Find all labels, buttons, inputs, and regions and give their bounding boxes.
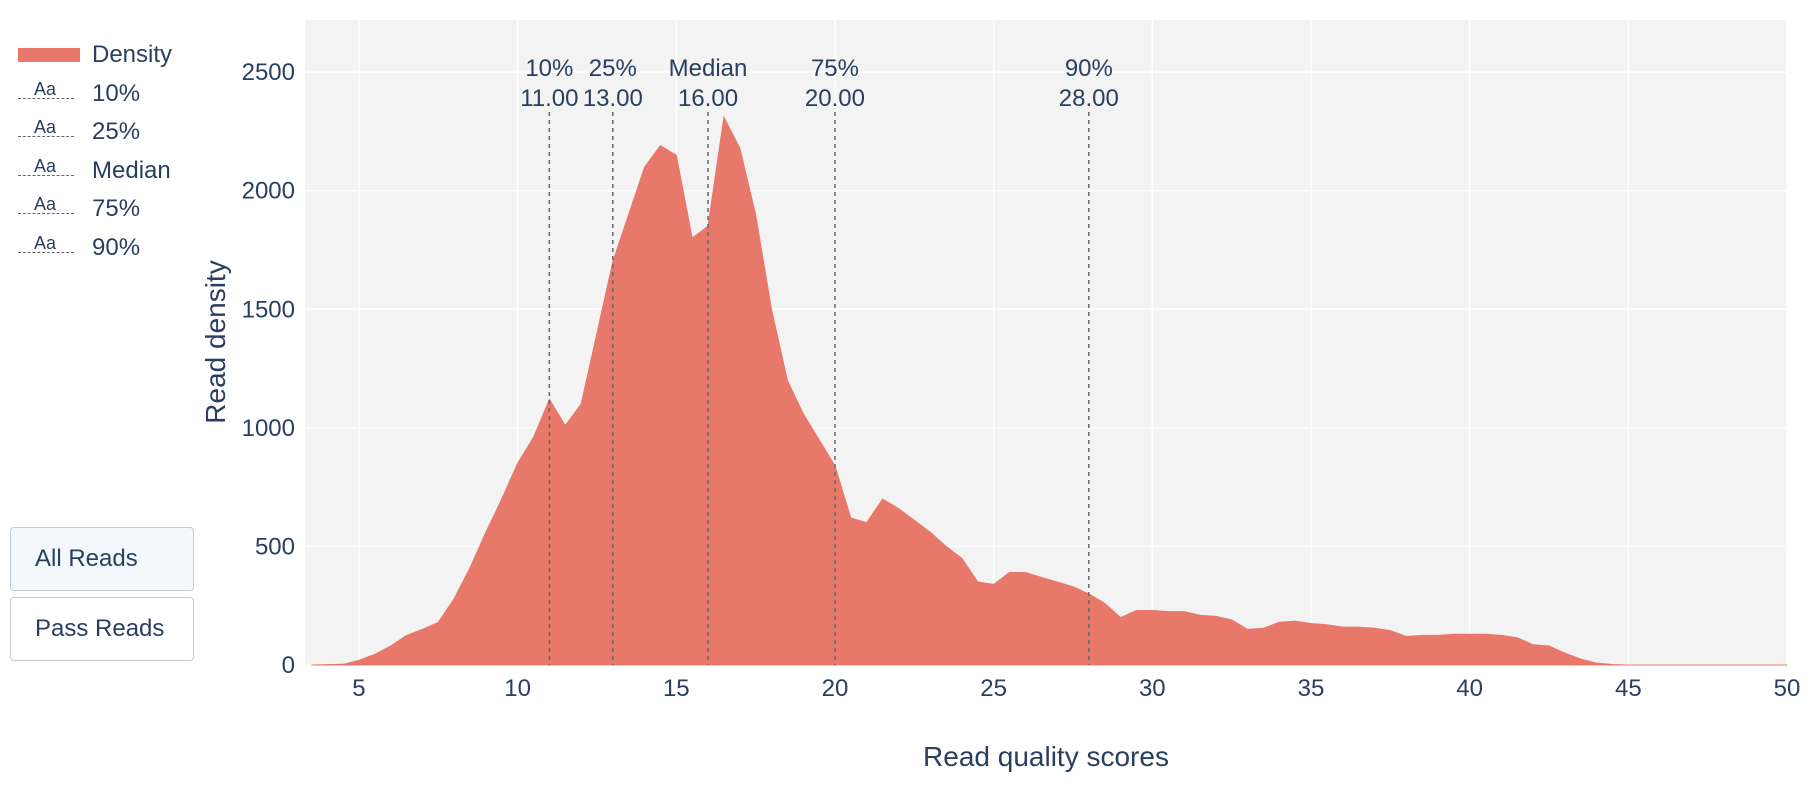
x-tick-label: 40 [1456, 675, 1483, 702]
legend-label: Median [92, 156, 171, 184]
y-tick-label: 2000 [242, 178, 295, 205]
percentile-label: 25% [589, 55, 637, 82]
legend-label: Density [92, 41, 173, 69]
legend-item-75pct[interactable]: Aa 75% [18, 190, 172, 229]
x-tick-label: 45 [1615, 675, 1642, 702]
y-tick-label: 1000 [242, 415, 295, 442]
x-tick-label: 50 [1774, 675, 1801, 702]
legend-item-density[interactable]: Density [18, 36, 172, 75]
text-symbol-icon: Aa [18, 75, 74, 113]
percentile-label: Median [669, 55, 748, 82]
text-symbol-icon: Aa [18, 229, 74, 267]
legend-label: 75% [92, 195, 141, 223]
percentile-value-label: 16.00 [678, 85, 738, 112]
density-area [311, 115, 1787, 666]
y-axis-title: Read density [200, 260, 231, 423]
legend-label: 90% [92, 233, 141, 261]
marker-layer: 10% 11.00 25% 13.00 Median 16.00 75% 20.00 90% 28… [520, 55, 1119, 665]
all-reads-button[interactable]: All Reads [10, 527, 194, 591]
y-tick-label: 1500 [242, 296, 295, 323]
x-tick-label: 20 [822, 675, 849, 702]
y-tick-label: 2500 [242, 59, 295, 86]
area-layer [311, 115, 1787, 666]
x-axis-title: Read quality scores [923, 741, 1169, 772]
x-tick-label: 35 [1298, 675, 1325, 702]
text-symbol-icon: Aa [18, 113, 74, 151]
percentile-value-label: 28.00 [1059, 85, 1119, 112]
x-tick-label: 25 [980, 675, 1007, 702]
legend-item-10pct[interactable]: Aa 10% [18, 75, 172, 114]
percentile-value-label: 20.00 [805, 85, 865, 112]
percentile-label: 10% [525, 55, 573, 82]
x-tick-label: 5 [352, 675, 365, 702]
x-tick-label: 15 [663, 675, 690, 702]
legend-item-median[interactable]: Aa Median [18, 152, 172, 191]
legend-item-25pct[interactable]: Aa 25% [18, 113, 172, 152]
text-symbol-icon: Aa [18, 190, 74, 228]
legend-item-90pct[interactable]: Aa 90% [18, 229, 172, 268]
text-symbol-icon: Aa [18, 152, 74, 190]
density-swatch [18, 48, 80, 63]
pass-reads-button[interactable]: Pass Reads [10, 597, 194, 661]
y-tick-label: 0 [282, 652, 295, 679]
legend-label: 10% [92, 79, 141, 107]
y-tick-label: 500 [255, 533, 295, 560]
percentile-value-label: 11.00 [520, 85, 578, 112]
x-tick-label: 10 [504, 675, 531, 702]
percentile-label: 75% [811, 55, 859, 82]
x-tick-label: 30 [1139, 675, 1166, 702]
legend-label: 25% [92, 118, 141, 146]
legend: Density Aa 10% Aa 25% Aa Median Aa 75% A… [18, 36, 172, 267]
percentile-label: 90% [1065, 55, 1113, 82]
percentile-value-label: 13.00 [583, 85, 643, 112]
